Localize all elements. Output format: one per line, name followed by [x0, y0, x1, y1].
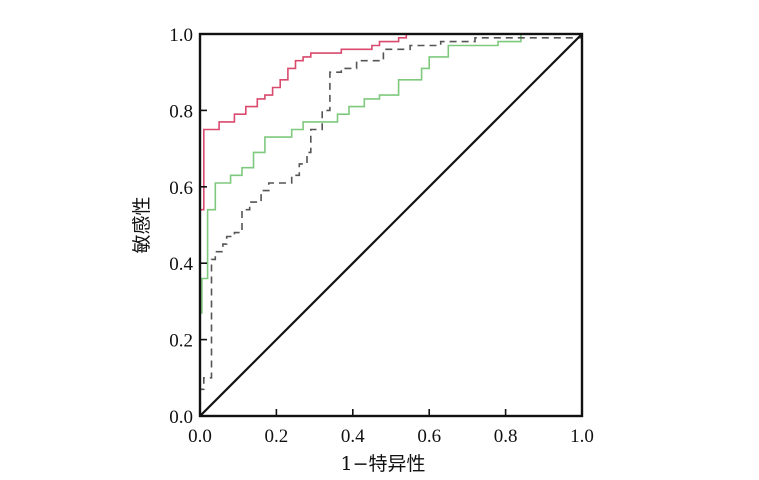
y-tick-label: 0.2 — [169, 331, 193, 352]
x-tick-label: 0.2 — [265, 426, 289, 447]
x-axis-ticks: 0.0 0.2 0.4 0.6 0.8 1.0 — [188, 409, 594, 447]
series-line-3 — [199, 36, 582, 416]
x-tick-label: 1.0 — [570, 426, 594, 447]
x-tick-label: 0.6 — [417, 426, 441, 447]
series-line-1 — [199, 33, 582, 416]
y-tick-label: 1.0 — [169, 25, 193, 46]
x-tick-label: 0.8 — [494, 426, 518, 447]
x-tick-label: 0.4 — [341, 426, 365, 447]
y-tick-label: 0.0 — [169, 407, 193, 428]
y-tick-label: 0.6 — [169, 178, 193, 199]
series-line-2 — [199, 33, 582, 416]
y-axis-ticks: 0.0 0.2 0.4 0.6 0.8 1.0 — [169, 25, 207, 428]
y-tick-label: 0.4 — [169, 254, 193, 275]
y-axis-title: 敏感性 — [131, 196, 153, 253]
series-line-4 — [199, 33, 583, 417]
plot-frame — [198, 32, 584, 418]
x-axis-title: 1−特异性 — [340, 453, 425, 475]
y-tick-label: 0.8 — [169, 101, 193, 122]
series-layer — [199, 33, 583, 417]
x-tick-label: 0.0 — [188, 426, 212, 447]
